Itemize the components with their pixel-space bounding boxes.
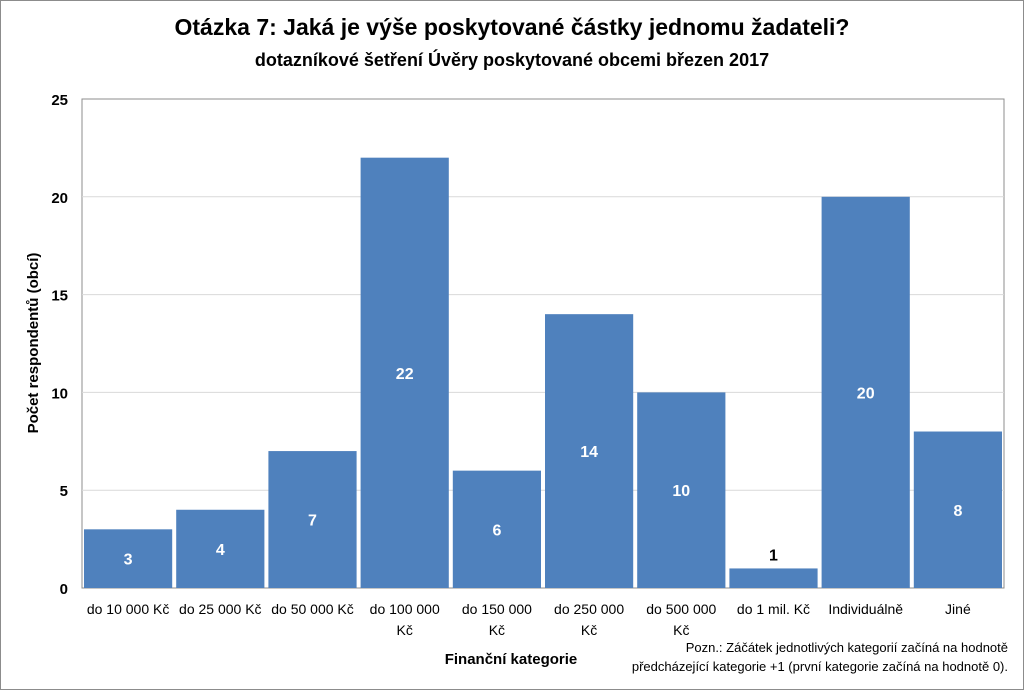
x-tick-label: do 100 000 (370, 601, 440, 617)
x-tick-label: do 150 000 (462, 601, 532, 617)
x-axis-ticks: do 10 000 Kč do 25 000 Kč do 50 000 Kč do 1… (87, 601, 971, 638)
data-label: 22 (396, 366, 414, 383)
data-label: 3 (124, 552, 133, 569)
x-axis-title: Finanční kategorie (445, 651, 578, 668)
bar (821, 196, 910, 589)
data-label: 7 (308, 513, 317, 530)
x-tick-label: Kč (581, 622, 597, 638)
data-label: 6 (492, 522, 501, 539)
bar (729, 568, 818, 588)
y-tick-label: 0 (60, 581, 68, 598)
x-tick-label: do 50 000 Kč (271, 601, 354, 617)
y-tick-label: 5 (60, 483, 68, 500)
y-tick-label: 25 (51, 92, 68, 109)
x-tick-label: do 500 000 (646, 601, 716, 617)
x-tick-label: do 25 000 Kč (179, 601, 262, 617)
x-tick-label: Kč (673, 622, 689, 638)
y-tick-label: 15 (51, 288, 68, 305)
x-tick-label: do 250 000 (554, 601, 624, 617)
chart-subtitle: dotazníkové šetření Úvěry poskytované ob… (254, 50, 770, 70)
data-label: 4 (216, 542, 225, 559)
bars: 3 4 7 22 6 14 10 1 20 8 (84, 157, 1002, 589)
bar (452, 470, 541, 588)
x-tick-label: do 1 mil. Kč (737, 601, 810, 617)
bar (360, 157, 449, 588)
y-tick-label: 10 (51, 385, 68, 402)
bar (84, 529, 173, 588)
x-tick-label: Kč (489, 622, 505, 638)
bar (545, 314, 634, 588)
data-label: 20 (857, 385, 875, 402)
data-label: 14 (580, 444, 598, 461)
data-label: 10 (672, 483, 690, 500)
bar (913, 431, 1002, 588)
y-axis-title: Počet respondentů (obcí) (25, 253, 42, 434)
y-axis-ticks: 0 5 10 15 20 25 (51, 92, 68, 598)
x-tick-label: Jiné (945, 601, 971, 617)
plot-area (81, 98, 1005, 589)
y-tick-label: 20 (51, 190, 68, 207)
x-tick-label: do 10 000 Kč (87, 601, 170, 617)
bar (268, 451, 357, 588)
bar (637, 392, 726, 588)
data-label: 8 (953, 503, 962, 520)
chart-note: Pozn.: Záčátek jednotlivých kategorií za… (588, 638, 1008, 676)
chart-title: Otázka 7: Jaká je výše poskytované částk… (174, 14, 850, 40)
bar (176, 509, 265, 588)
data-label: 1 (769, 547, 778, 564)
x-tick-label: Kč (397, 622, 413, 638)
x-tick-label: Individuálně (828, 601, 903, 617)
chart-note-line: Pozn.: Záčátek jednotlivých kategorií za… (685, 640, 1008, 655)
chart-note-line: předcházející kategorie +1 (první katego… (631, 659, 1008, 674)
